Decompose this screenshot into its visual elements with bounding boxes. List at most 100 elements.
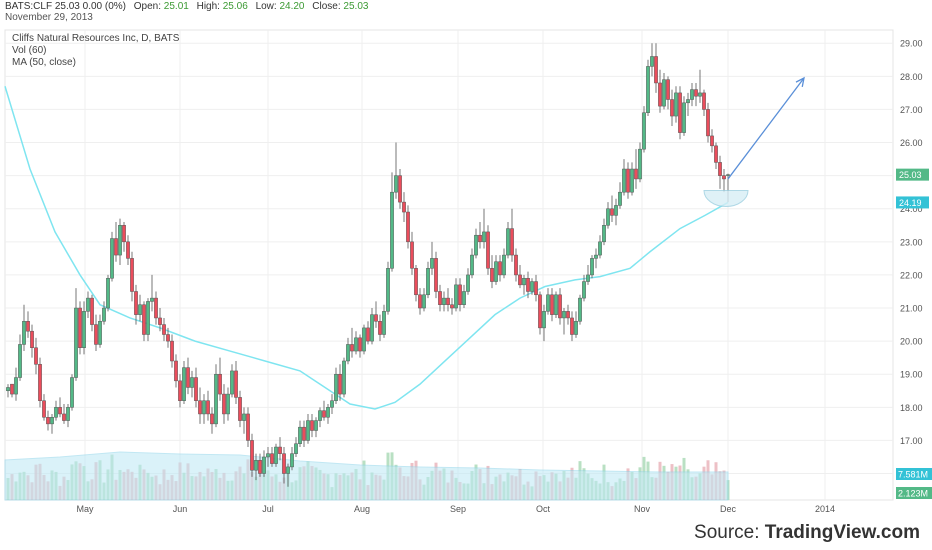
candle <box>542 304 546 342</box>
candle-down <box>322 410 326 418</box>
candle <box>678 86 682 140</box>
candle-down <box>558 294 562 319</box>
candle-up <box>606 208 610 226</box>
candle-down <box>206 400 210 415</box>
candle <box>690 82 694 107</box>
candle-down <box>406 211 410 243</box>
candle <box>106 274 110 312</box>
candle-down <box>550 294 554 315</box>
candle-down <box>130 258 134 292</box>
candle <box>418 288 422 315</box>
candle <box>430 241 434 275</box>
y-tick-label: 17.00 <box>900 436 923 446</box>
candle-up <box>598 241 602 256</box>
candle <box>302 420 306 448</box>
candle-down <box>570 317 574 335</box>
price-badge-label: 25.03 <box>899 170 922 180</box>
low-label: Low: <box>255 1 277 12</box>
candle <box>390 172 394 272</box>
candle-down <box>366 327 370 342</box>
legend-ma[interactable]: MA (50, close) <box>12 57 76 68</box>
candle <box>406 205 410 249</box>
candle <box>274 443 278 467</box>
source-credit: Source: TradingView.com <box>694 522 920 544</box>
volume-badge <box>896 487 932 499</box>
candle-up <box>466 274 470 292</box>
candle <box>670 89 674 126</box>
candle-down <box>670 99 674 117</box>
candle <box>530 278 534 295</box>
candle <box>66 404 70 428</box>
candle-up <box>294 443 298 454</box>
candle-up <box>614 205 618 216</box>
candle <box>646 59 650 117</box>
price-badge-label: 24.19 <box>899 198 922 208</box>
candle-up <box>70 377 74 408</box>
candle <box>86 291 90 318</box>
candle-up <box>470 254 474 276</box>
candle-down <box>634 168 638 180</box>
candle-down <box>678 92 682 133</box>
candle-up <box>686 99 690 104</box>
candle-down <box>114 238 118 256</box>
candle-up <box>190 377 194 388</box>
candle <box>138 294 142 322</box>
candle-up <box>622 168 626 193</box>
candle <box>610 195 614 222</box>
candle-down <box>490 268 494 282</box>
candle <box>638 142 642 183</box>
y-tick-label: 21.00 <box>900 304 923 314</box>
candle <box>42 394 46 421</box>
candle-up <box>334 373 338 401</box>
open-label: Open: <box>133 1 162 12</box>
x-tick-label: Nov <box>634 504 651 514</box>
candle <box>450 298 454 315</box>
trend-arrow-head <box>795 76 805 87</box>
candle-down <box>374 314 378 322</box>
candle <box>230 364 234 398</box>
candle <box>682 96 686 136</box>
candle <box>190 370 194 398</box>
candle-up <box>318 410 322 421</box>
trend-arrow-line <box>727 77 805 180</box>
candle <box>94 314 98 352</box>
candle-up <box>390 191 394 269</box>
candle-down <box>534 281 538 296</box>
candle <box>162 317 166 342</box>
candle-up <box>594 254 598 259</box>
legend-title[interactable]: Cliffs Natural Resources Inc, D, BATS <box>12 33 180 44</box>
candle-up <box>202 400 206 415</box>
candle <box>362 324 366 355</box>
candle <box>118 218 122 265</box>
candle-up <box>286 466 290 474</box>
candle-up <box>254 460 258 471</box>
candle-up <box>74 307 78 378</box>
open-value: 25.01 <box>163 1 189 12</box>
candle-up <box>370 314 374 342</box>
candle-down <box>722 175 726 180</box>
volume-badge-label: 7.581M <box>898 470 928 480</box>
candle-up <box>86 297 90 312</box>
candle <box>334 367 338 405</box>
candle-up <box>382 311 386 335</box>
candle-down <box>166 334 170 342</box>
legend-volume[interactable]: Vol (60) <box>12 45 47 56</box>
candle-up <box>630 168 634 193</box>
candle-up <box>262 456 266 474</box>
candle <box>314 417 318 438</box>
candle-up <box>494 261 498 282</box>
y-tick-label: 27.00 <box>900 105 923 115</box>
candle <box>290 447 294 471</box>
candle <box>506 221 510 259</box>
candle-up <box>578 297 582 322</box>
candle-down <box>358 337 362 352</box>
candle <box>54 400 58 421</box>
candle-up <box>454 284 458 309</box>
candle <box>326 404 330 424</box>
grid-layer <box>4 29 894 501</box>
candle <box>226 387 230 421</box>
candle <box>714 142 718 170</box>
candle-down <box>162 324 166 335</box>
candle <box>170 334 174 368</box>
